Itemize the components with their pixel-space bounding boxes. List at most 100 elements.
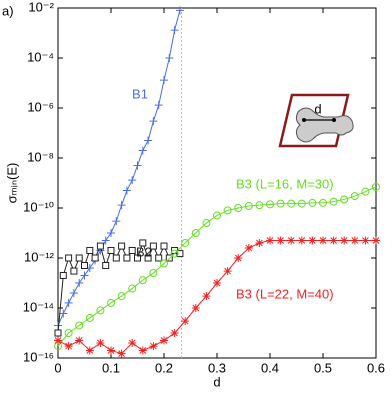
series-label: B3 (L=22, M=40) (236, 286, 334, 301)
point (191, 304, 200, 312)
point (266, 236, 274, 245)
point (255, 201, 264, 210)
point (340, 195, 349, 204)
point (234, 254, 243, 262)
point (117, 292, 126, 301)
point (144, 254, 152, 262)
series-label: B2 (136, 244, 152, 259)
x-tick-label: 0 (54, 360, 61, 375)
point (372, 236, 380, 245)
series (54, 6, 184, 330)
point (101, 236, 110, 245)
point (170, 249, 179, 258)
point (372, 182, 380, 191)
point (244, 244, 253, 253)
point (361, 236, 370, 245)
point (181, 238, 190, 247)
point (91, 254, 99, 262)
x-tick-label: 0.4 (261, 360, 279, 375)
y-tick-label: 10⁻⁸ (27, 149, 54, 164)
x-tick-label: 0.3 (208, 360, 226, 375)
point (181, 317, 190, 326)
inset: d (278, 93, 354, 148)
point (149, 342, 158, 351)
point (170, 329, 179, 337)
point (81, 262, 88, 270)
point (175, 6, 184, 15)
point (155, 254, 163, 262)
point (54, 336, 62, 345)
point (107, 229, 115, 237)
point (350, 236, 359, 245)
point (340, 236, 349, 245)
point (65, 254, 73, 262)
point (160, 259, 168, 268)
point (276, 199, 285, 208)
y-tick-label: 10⁻² (28, 0, 54, 14)
point (160, 242, 168, 250)
inset-point (302, 118, 306, 122)
point (176, 250, 184, 258)
point (96, 306, 105, 315)
point (319, 198, 327, 207)
point (128, 176, 137, 185)
point (118, 242, 126, 250)
point (149, 117, 158, 126)
point (75, 336, 84, 345)
x-axis-label: d (213, 374, 220, 389)
point (85, 313, 94, 322)
point (350, 192, 359, 201)
series (54, 239, 184, 337)
point (80, 271, 89, 280)
x-tick-label: 0.6 (367, 360, 385, 375)
point (213, 279, 221, 287)
inset-label: d (314, 101, 321, 116)
series-line (57, 10, 181, 326)
point (144, 136, 153, 145)
point (59, 271, 67, 279)
point (128, 246, 136, 254)
series (54, 236, 380, 358)
point (64, 342, 73, 351)
point (138, 146, 147, 155)
point (139, 239, 147, 247)
point (213, 211, 221, 220)
point (287, 199, 296, 208)
point (59, 309, 68, 318)
point (75, 321, 84, 330)
point (329, 197, 338, 206)
series (54, 182, 380, 351)
point (149, 242, 157, 250)
x-tick-label: 0.1 (102, 360, 120, 375)
point (75, 279, 84, 287)
series-label: B1 (132, 86, 148, 101)
point (160, 76, 168, 85)
point (107, 246, 115, 254)
point (69, 288, 78, 297)
point (107, 346, 115, 355)
y-tick-label: 10⁻¹⁰ (23, 199, 54, 214)
point (64, 298, 73, 307)
point (191, 229, 200, 237)
point (96, 338, 105, 347)
point (361, 187, 370, 196)
point (223, 267, 232, 276)
point (234, 204, 243, 212)
point (308, 198, 317, 207)
point (266, 200, 274, 209)
point (122, 186, 131, 195)
point (96, 242, 104, 250)
point (128, 338, 137, 347)
y-tick-label: 10⁻¹⁴ (23, 299, 54, 314)
point (308, 236, 317, 245)
point (170, 26, 179, 35)
point (297, 199, 306, 208)
point (329, 236, 338, 245)
point (297, 236, 306, 245)
x-tick-label: 0.2 (155, 360, 173, 375)
point (123, 254, 131, 262)
point (54, 329, 62, 337)
point (223, 206, 232, 215)
point (160, 336, 168, 345)
